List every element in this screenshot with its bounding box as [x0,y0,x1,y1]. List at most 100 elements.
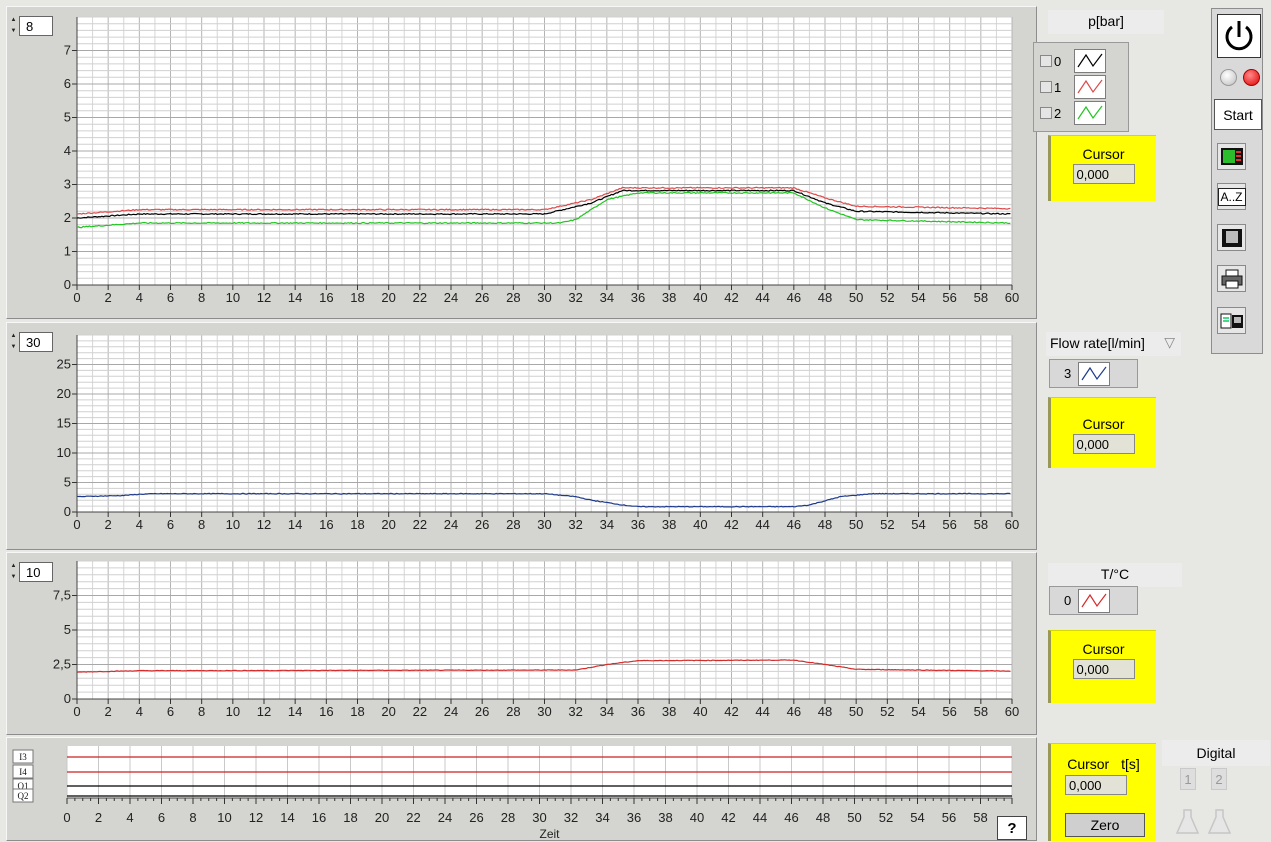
plot-legend-item-1[interactable]: 1 [1040,75,1120,99]
x-tick-label: 2 [95,810,102,825]
x-tick-label: 22 [413,290,427,305]
temperature-cursor-value[interactable]: 0,000 [1072,659,1135,679]
pressure-scale-value[interactable]: 8 [19,16,53,36]
status-led-red [1243,69,1260,86]
x-tick-label: 6 [158,810,165,825]
x-tick-label: 20 [381,290,395,305]
start-button[interactable]: Start [1214,99,1262,130]
x-tick-label: 10 [226,704,240,719]
digital-button-1[interactable]: 1 [1180,768,1196,790]
x-tick-label: 28 [506,290,520,305]
x-tick-label: 50 [849,290,863,305]
flow-legend-title[interactable]: Flow rate[l/min] ▽ [1046,332,1181,356]
channel-label-box [12,788,34,803]
x-tick-label: 6 [167,517,174,532]
x-tick-label: 34 [600,704,614,719]
x-tick-label: 60 [1005,704,1019,719]
plot-visible-checkbox[interactable] [1040,81,1052,93]
digital-button-2[interactable]: 2 [1211,768,1227,790]
x-tick-label: 26 [475,517,489,532]
x-tick-label: 10 [217,810,231,825]
data-series-line-1 [76,186,1011,215]
x-tick-label: 18 [350,517,364,532]
help-button[interactable]: ? [997,816,1027,840]
y-tick-label: 5 [64,110,71,125]
x-tick-label: 24 [444,704,458,719]
x-tick-label: 42 [724,517,738,532]
x-tick-label: 16 [319,290,333,305]
cursor-label: Cursor [1082,641,1125,657]
x-tick-label: 34 [600,290,614,305]
x-tick-label: 32 [568,290,582,305]
x-tick-label: 34 [595,810,609,825]
x-tick-label: 38 [662,517,676,532]
y-tick-label: 0 [64,691,71,706]
x-tick-label: 12 [257,290,271,305]
x-tick-label: 50 [849,704,863,719]
x-tick-label: 56 [942,704,956,719]
flow-cursor-value[interactable]: 0,000 [1072,434,1135,454]
x-tick-label: 10 [226,517,240,532]
x-tick-label: 54 [911,290,925,305]
pressure-cursor-value[interactable]: 0,000 [1072,164,1135,184]
x-axis-label: Zeit [539,827,560,841]
x-tick-label: 12 [257,517,271,532]
x-tick-label: 58 [973,810,987,825]
pressure-cursor-box: Cursor 0,000 [1048,135,1156,201]
dropdown-arrow-icon[interactable]: ▽ [1164,334,1175,350]
x-tick-label: 30 [537,290,551,305]
x-tick-label: 36 [627,810,641,825]
x-tick-label: 4 [136,704,143,719]
x-tick-label: 40 [693,517,707,532]
x-tick-label: 14 [288,704,302,719]
cursor-label: Cursor [1082,416,1125,432]
digital-chart-panel: I3 I4 Q1 Q2 0 2 4 6 8 10 12 14 16 18 20 22 24 26 28 30 32 34 3… [6,737,1037,841]
x-tick-label: 14 [288,517,302,532]
plot-visible-checkbox[interactable] [1040,107,1052,119]
y-tick-label: 10 [57,445,71,460]
sort-button[interactable]: A..Z [1217,183,1246,210]
temperature-scale-control[interactable]: ▲ ▼ 10 [10,562,53,582]
power-button[interactable] [1217,14,1261,58]
add-button[interactable] [1217,143,1246,170]
save-button[interactable] [1217,224,1246,251]
x-tick-label: 20 [375,810,389,825]
x-tick-label: 8 [198,704,205,719]
plot-visible-checkbox[interactable] [1040,55,1052,67]
x-tick-label: 52 [880,517,894,532]
x-tick-label: 16 [312,810,326,825]
export-button[interactable] [1217,307,1246,334]
x-tick-label: 42 [721,810,735,825]
spin-arrows-icon[interactable]: ▲ ▼ [10,17,17,34]
x-tick-label: 36 [631,290,645,305]
spin-arrows-icon[interactable]: ▲ ▼ [10,333,17,350]
x-tick-label: 2 [105,517,112,532]
pressure-scale-control[interactable]: ▲ ▼ 8 [10,16,53,36]
time-cursor-value[interactable]: 0,000 [1065,775,1127,795]
export-save-icon [1220,313,1243,328]
x-tick-label: 52 [880,290,894,305]
x-tick-label: 42 [724,290,738,305]
plot-legend-item-2[interactable]: 2 [1040,101,1120,125]
x-tick-label: 28 [506,517,520,532]
zero-button[interactable]: Zero [1065,813,1145,837]
flow-plot-legend-item[interactable]: 3 [1049,359,1138,388]
x-tick-label: 30 [532,810,546,825]
x-tick-label: 20 [381,517,395,532]
x-tick-label: 24 [444,290,458,305]
y-tick-label: 1 [64,244,71,259]
toolbar [1211,8,1263,354]
x-tick-label: 60 [1005,517,1019,532]
power-icon [1225,21,1253,51]
flow-scale-value[interactable]: 30 [19,332,53,352]
temperature-plot-legend-item[interactable]: 0 [1049,586,1138,615]
plot-legend-item-0[interactable]: 0 [1040,49,1120,73]
x-tick-label: 14 [288,290,302,305]
x-tick-label: 58 [974,704,988,719]
flow-chart-panel: 0 5 10 15 20 25 0 2 4 6 8 10 12 14 16 18 20 22 24 26 28 30 32 3… [6,322,1037,550]
temperature-scale-value[interactable]: 10 [19,562,53,582]
flow-scale-control[interactable]: ▲ ▼ 30 [10,332,53,352]
spin-arrows-icon[interactable]: ▲ ▼ [10,563,17,580]
print-button[interactable] [1217,265,1246,292]
data-series-line-0 [76,659,1011,673]
